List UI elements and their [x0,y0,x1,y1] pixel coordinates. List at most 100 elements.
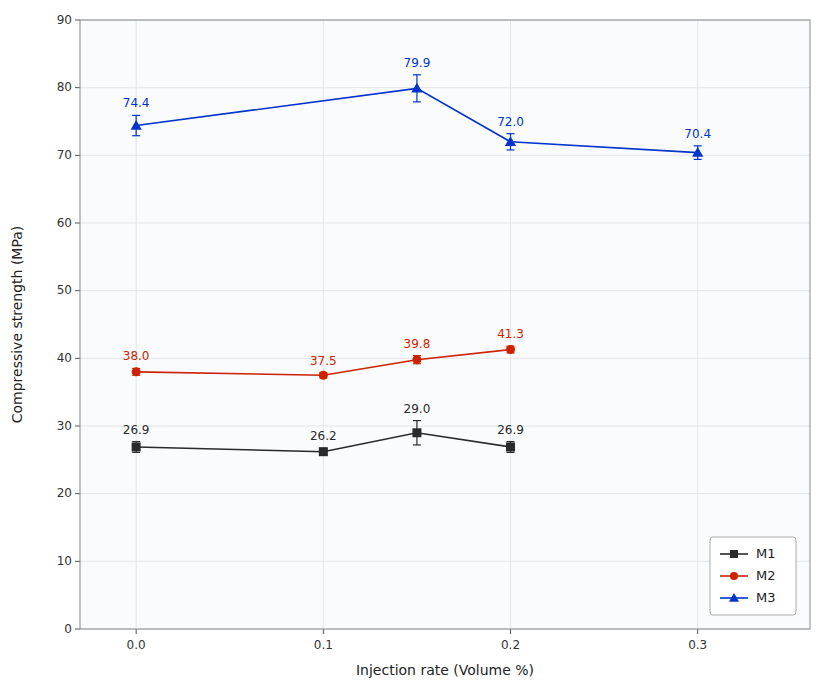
marker-square [506,442,515,451]
error-bar-cap [413,420,421,421]
data-label: 74.4 [123,96,150,110]
legend: M1 M2 M3 [710,537,796,615]
y-tick-label: 30 [57,419,72,433]
data-label: 29.0 [404,402,431,416]
data-labels: 26.9 26.2 29.0 26.9 38.0 37.5 39.8 41.3 74.4 79.9… [123,56,711,444]
legend-box [710,537,796,615]
legend-label: M1 [756,546,776,561]
y-tick-label: 0 [64,622,72,636]
data-label: 37.5 [310,354,337,368]
error-bar [507,442,515,453]
marker-circle [506,345,515,354]
series-2 [131,75,704,160]
y-tick [75,223,80,224]
data-label: 79.9 [404,56,431,70]
marker-square [132,442,141,451]
x-tick [510,629,511,634]
axes: 01020304050607080900.00.10.20.3 [57,13,708,653]
data-label: 41.3 [497,327,524,341]
marker-triangle [729,593,739,602]
x-grid-line [697,20,698,629]
y-tick-label: 20 [57,486,72,500]
marker-triangle [411,83,422,93]
grid [80,20,810,629]
x-grid-line [323,20,324,629]
error-bar-cap [413,101,421,102]
error-bar [413,421,421,445]
x-tick-label: 0.2 [501,638,520,652]
marker-triangle [692,147,703,157]
data [131,75,704,456]
marker-triangle [505,136,516,146]
y-tick-label: 90 [57,13,72,27]
error-bar-cap [132,135,140,136]
marker-circle [730,572,738,580]
y-axis-label: Compressive strength (MPa) [9,226,25,424]
y-grid-line [80,290,810,291]
y-tick-label: 80 [57,80,72,94]
data-label: 26.9 [123,423,150,437]
y-tick-label: 70 [57,148,72,162]
error-bar-cap [132,441,140,442]
y-tick [75,561,80,562]
marker-circle [412,355,421,364]
marker-square [319,447,328,456]
x-tick [697,629,698,634]
legend-label: M2 [756,568,776,583]
y-tick-label: 60 [57,216,72,230]
y-grid-line [80,87,810,88]
data-label: 26.2 [310,429,337,443]
data-label: 70.4 [684,127,711,141]
y-tick-label: 40 [57,351,72,365]
y-grid-line [80,561,810,562]
error-bar [132,442,140,453]
data-label: 38.0 [123,349,150,363]
error-bar-cap [507,441,515,442]
error-bar [413,356,421,364]
error-bar-cap [694,159,702,160]
y-tick [75,426,80,427]
y-tick [75,290,80,291]
error-bar-cap [132,115,140,116]
legend-label: M3 [756,590,776,605]
y-grid-line [80,223,810,224]
series-1 [132,345,515,380]
x-tick [323,629,324,634]
error-bar-cap [507,149,515,150]
y-tick [75,20,80,21]
data-label: 26.9 [497,423,524,437]
marker-triangle [131,120,142,130]
data-label: 72.0 [497,115,524,129]
chart: 01020304050607080900.00.10.20.3Injection… [0,0,830,693]
error-bar-cap [413,444,421,445]
error-bar-cap [132,452,140,453]
error-bar-cap [413,74,421,75]
y-tick [75,629,80,630]
y-grid-line [80,493,810,494]
series-0 [132,421,515,457]
marker-square [412,428,421,437]
y-grid-line [80,426,810,427]
marker-square [730,550,738,558]
y-tick [75,358,80,359]
data-label: 39.8 [404,337,431,351]
plot-background [80,20,810,629]
y-grid-line [80,358,810,359]
plot-frame [80,20,810,629]
x-tick-label: 0.0 [127,638,146,652]
y-tick [75,155,80,156]
x-axis-label: Injection rate (Volume %) [356,662,534,678]
error-bar-cap [507,452,515,453]
x-grid-line [136,20,137,629]
marker-circle [319,371,328,380]
marker-circle [132,367,141,376]
y-tick-label: 10 [57,554,72,568]
x-grid-line [510,20,511,629]
y-tick [75,493,80,494]
y-tick [75,87,80,88]
x-tick-label: 0.3 [688,638,707,652]
y-tick-label: 50 [57,283,72,297]
error-bar-cap [507,133,515,134]
error-bar-cap [694,145,702,146]
x-tick [136,629,137,634]
